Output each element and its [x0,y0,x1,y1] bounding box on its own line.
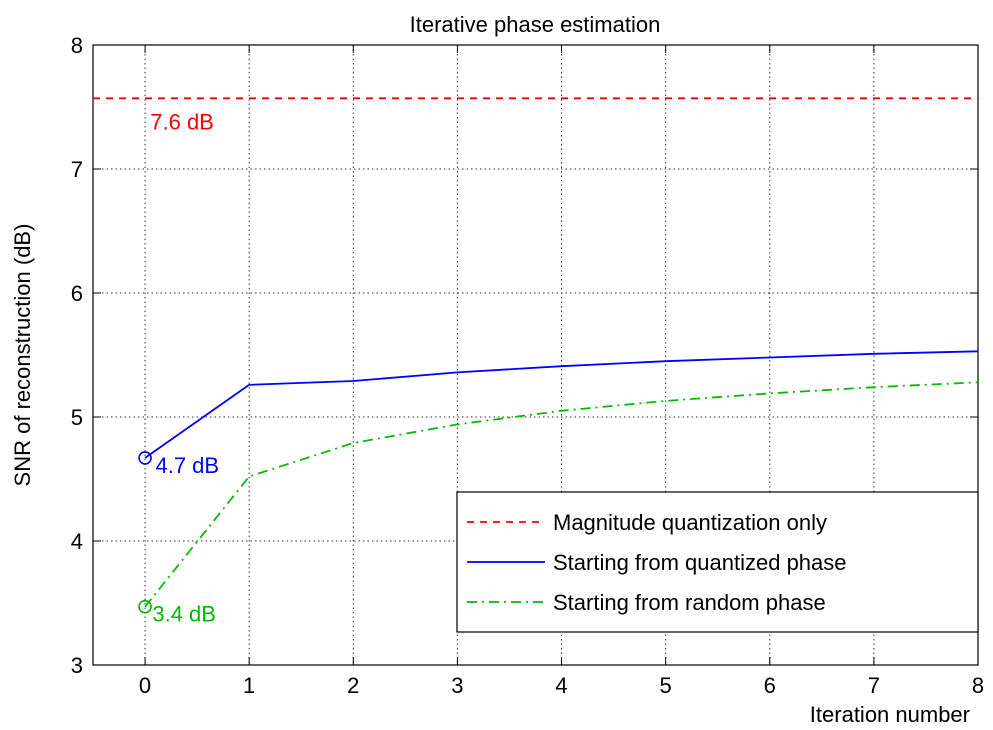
x-tick-label: 7 [868,673,880,698]
legend-label: Starting from quantized phase [553,550,847,575]
plot-area-frame [92,44,979,666]
chart-title: Iterative phase estimation [410,12,661,37]
value-annotation: 7.6 dB [150,109,214,134]
start-point-marker [138,451,152,465]
start-point-marker [138,599,152,614]
series-line-1 [144,350,979,459]
x-tick-label: 5 [660,673,672,698]
x-tick-label: 4 [555,673,567,698]
x-tick-label: 8 [972,673,984,698]
x-tick-label: 3 [451,673,463,698]
series-group [93,97,979,614]
legend-label: Starting from random phase [553,590,826,615]
x-tick-label: 2 [347,673,359,698]
legend-label: Magnitude quantization only [553,510,827,535]
y-tick-label: 7 [71,157,83,182]
x-tick-label: 1 [243,673,255,698]
y-tick-label: 5 [71,405,83,430]
annotations: 7.6 dB 4.7 dB 3.4 dB [150,109,219,626]
y-tick-label: 4 [71,529,83,554]
legend: Magnitude quantization only Starting from… [456,491,979,633]
axis-ticks: 0 1 2 3 4 5 6 7 8 3 4 5 6 7 8 [71,33,984,698]
y-tick-label: 3 [71,653,83,678]
y-tick-label: 6 [71,281,83,306]
x-tick-label: 0 [139,673,151,698]
value-annotation: 3.4 dB [152,602,216,627]
x-axis-label: Iteration number [810,702,970,727]
y-axis-label: SNR of reconstruction (dB) [10,224,35,487]
series-line-2 [144,381,979,608]
x-tick-label: 6 [764,673,776,698]
value-annotation: 4.7 dB [155,453,219,478]
y-tick-label: 8 [71,33,83,58]
